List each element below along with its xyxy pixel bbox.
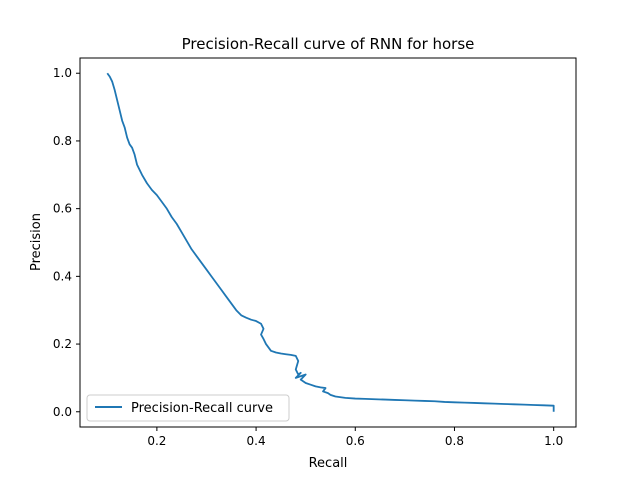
x-tick-label: 0.8: [445, 434, 464, 448]
y-tick-label: 1.0: [53, 66, 72, 80]
x-axis-ticks: 0.2 0.4 0.6 0.8 1.0: [147, 427, 563, 448]
x-tick-label: 0.6: [346, 434, 365, 448]
series-line-precision-recall: [106, 72, 555, 412]
y-axis-ticks: 0.0 0.2 0.4 0.6 0.8 1.0: [53, 66, 80, 419]
legend-label: Precision-Recall curve: [131, 401, 273, 416]
y-tick-label: 0.4: [53, 269, 72, 283]
chart-title: Precision-Recall curve of RNN for horse: [182, 35, 475, 53]
y-tick-label: 0.8: [53, 134, 72, 148]
series-layer: [106, 72, 555, 412]
legend-box: [86, 394, 290, 422]
x-tick-label: 0.2: [147, 434, 166, 448]
x-axis-label: Recall: [309, 456, 348, 471]
plot-area: 0.2 0.4 0.6 0.8 1.0 0.0 0.2 0.4 0.6 0.8 1.0: [53, 57, 577, 448]
y-tick-label: 0.0: [53, 405, 72, 419]
y-axis-label: Precision: [29, 213, 44, 271]
plot-frame: [79, 57, 577, 428]
x-tick-label: 0.4: [247, 434, 266, 448]
y-tick-label: 0.6: [53, 202, 72, 216]
x-tick-label: 1.0: [544, 434, 563, 448]
y-tick-label: 0.2: [53, 337, 72, 351]
legend: Precision-Recall curve: [86, 394, 290, 422]
